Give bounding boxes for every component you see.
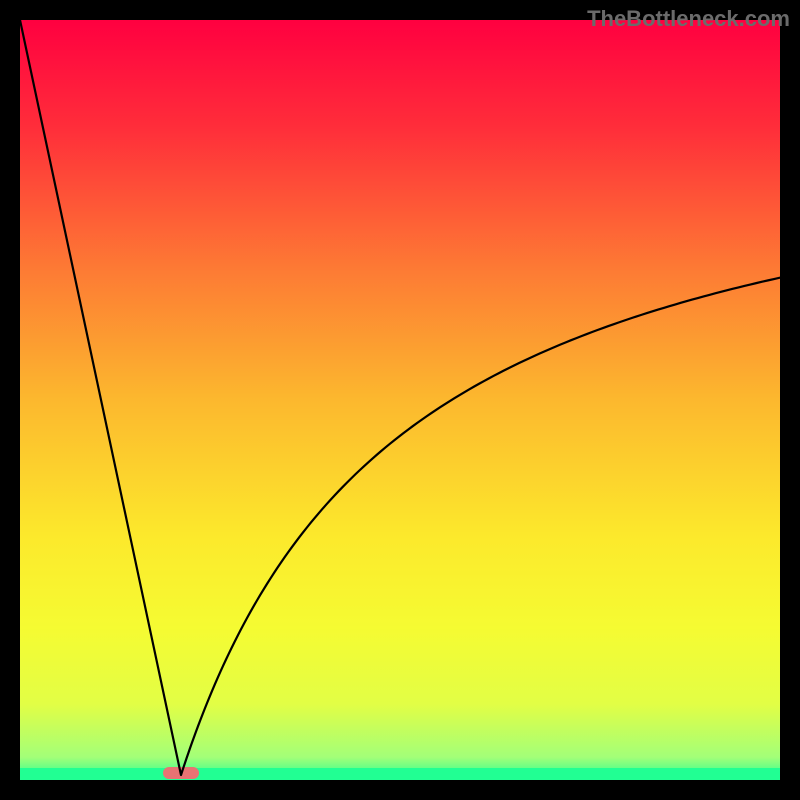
gradient-background bbox=[20, 20, 780, 780]
chart-container: TheBottleneck.com bbox=[0, 0, 800, 800]
bottom-green-band bbox=[20, 768, 780, 780]
chart-svg bbox=[0, 0, 800, 800]
watermark-text: TheBottleneck.com bbox=[587, 6, 790, 32]
